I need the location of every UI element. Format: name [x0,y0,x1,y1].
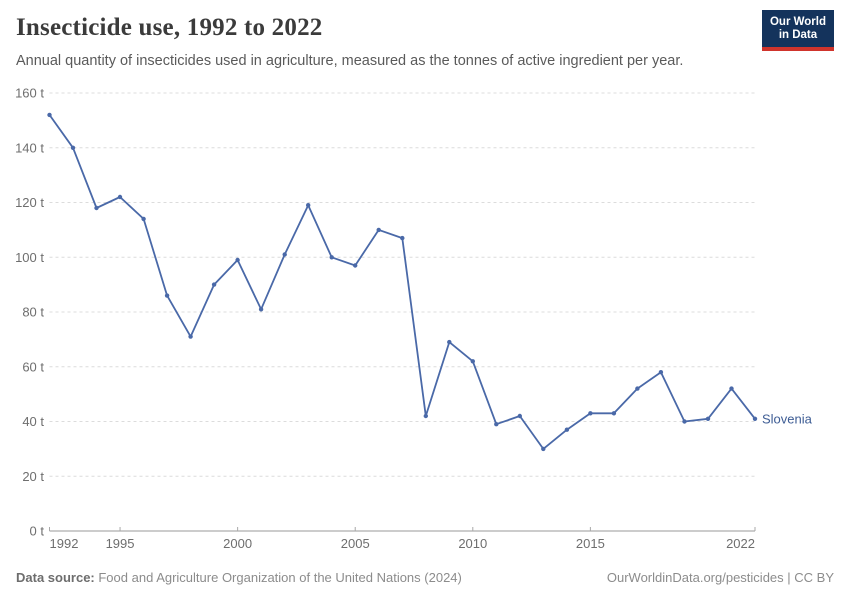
x-tick-label-2010: 2010 [458,536,487,551]
data-source-label: Data source: [16,570,95,585]
data-point-2000[interactable] [235,257,240,263]
data-point-1997[interactable] [164,293,170,298]
data-point-2001[interactable] [258,307,264,312]
data-point-2008[interactable] [423,413,428,419]
data-point-2003[interactable] [306,203,311,208]
data-point-2019[interactable] [682,419,687,424]
y-tick-label-80: 80 t [22,305,44,320]
x-tick-label-1992: 1992 [50,536,79,551]
owid-logo-line2: in Data [778,29,818,41]
line-series-slovenia[interactable] [48,114,756,450]
data-point-2021[interactable] [729,386,734,391]
data-point-2009[interactable] [447,339,452,345]
owid-logo-line1: Our World [769,16,826,28]
data-point-2010[interactable] [470,359,475,364]
data-point-2011[interactable] [494,422,499,427]
data-point-2004[interactable] [329,255,334,260]
y-tick-label-20: 20 t [22,469,44,484]
data-source: Data source: Food and Agriculture Organi… [16,570,462,585]
data-point-2018[interactable] [658,370,664,375]
data-point-2002[interactable] [282,252,287,257]
x-tick-label-2005: 2005 [341,536,370,551]
data-point-2005[interactable] [353,263,358,268]
x-tick-label-2015: 2015 [576,536,605,551]
owid-credit[interactable]: OurWorldinData.org/pesticides | CC BY [606,570,834,585]
data-point-2007[interactable] [400,235,405,241]
y-tick-label-100: 100 t [15,250,44,265]
data-point-1999[interactable] [211,282,217,287]
y-tick-label-60: 60 t [22,359,44,374]
data-point-2012[interactable] [517,413,522,419]
chart-footer: Data source: Food and Agriculture Organi… [16,570,834,585]
data-point-1994[interactable] [94,205,99,211]
data-point-1996[interactable] [141,216,146,222]
data-point-2013[interactable] [541,446,546,452]
data-point-1998[interactable] [188,334,193,339]
entity-label-slovenia[interactable]: Slovenia [762,411,813,426]
data-point-2017[interactable] [635,386,640,391]
chart-subtitle: Annual quantity of insecticides used in … [16,53,684,69]
y-tick-label-140: 140 t [15,140,44,155]
y-tick-label-160: 160 t [15,86,44,101]
x-tick-label-2000: 2000 [223,536,252,551]
y-tick-label-0: 0 t [30,524,45,539]
data-point-2020[interactable] [705,416,711,421]
data-point-1995[interactable] [117,194,123,200]
data-point-1993[interactable] [70,145,76,150]
data-point-2014[interactable] [564,427,570,432]
page-title: Insecticide use, 1992 to 2022 [16,14,323,41]
y-tick-label-120: 120 t [15,195,44,210]
data-source-text: Food and Agriculture Organization of the… [94,570,462,585]
y-tick-label-40: 40 t [22,414,44,429]
data-point-1992[interactable] [47,112,52,118]
owid-logo[interactable]: Our World in Data [761,10,834,51]
x-tick-label-2022: 2022 [726,536,755,551]
data-point-2006[interactable] [376,227,381,233]
data-point-2022[interactable] [752,416,758,421]
x-tick-label-1995: 1995 [106,536,135,551]
data-point-2015[interactable] [588,411,593,416]
data-point-2016[interactable] [611,411,617,416]
